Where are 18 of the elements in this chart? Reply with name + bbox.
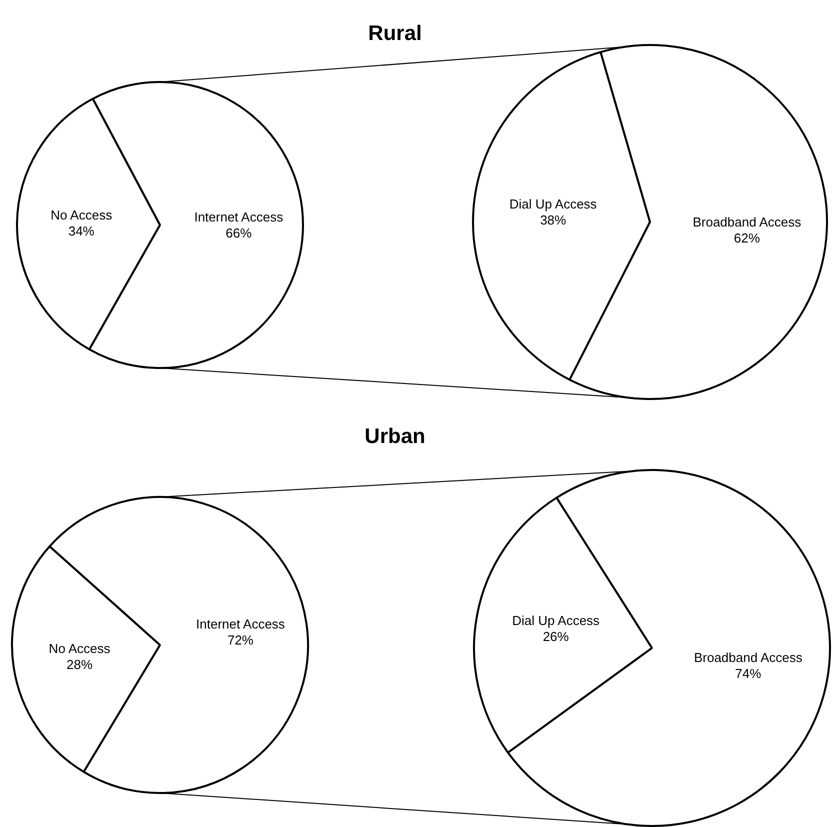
slice-label: Broadband Access — [694, 650, 803, 665]
data-label: 38% — [540, 212, 567, 228]
text: Urban — [364, 425, 426, 449]
text: Rural — [367, 22, 423, 46]
slice-label: Internet Access — [196, 616, 286, 632]
data-label: 28% — [66, 656, 93, 672]
slice-label: Broadband Access — [692, 214, 802, 230]
data-label: 26% — [542, 629, 570, 644]
slice-label: No Access — [48, 640, 111, 656]
data-label: 66% — [226, 226, 252, 241]
slice-label: Dial Up Access — [509, 196, 598, 212]
slice-label: Internet Access — [194, 210, 284, 225]
data-label: 34% — [68, 223, 95, 238]
data-label: 72% — [227, 632, 254, 648]
slice-label: Dial Up Access — [512, 613, 600, 628]
data-label: 74% — [735, 666, 762, 681]
data-label: 62% — [734, 230, 760, 246]
slice-label: No Access — [50, 207, 113, 222]
